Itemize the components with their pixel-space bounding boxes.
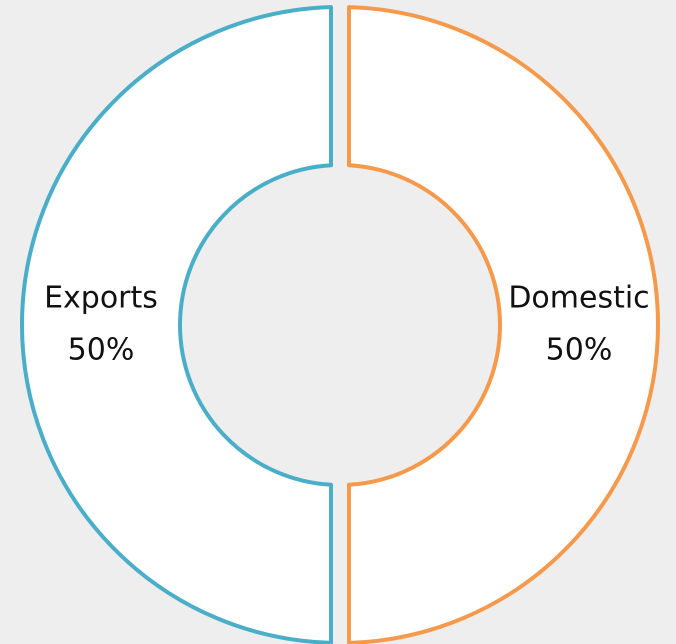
donut-slice — [347, 5, 660, 644]
slice-value-label: 50% — [546, 333, 613, 368]
donut-slice — [20, 5, 333, 644]
slice-label: Exports — [44, 281, 158, 316]
slice-value-label: 50% — [68, 333, 135, 368]
slice-label: Domestic — [508, 281, 649, 316]
